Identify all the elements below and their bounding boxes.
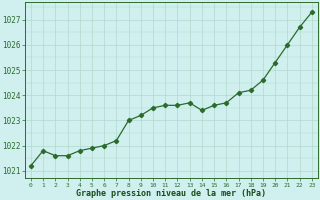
X-axis label: Graphe pression niveau de la mer (hPa): Graphe pression niveau de la mer (hPa) [76,189,266,198]
